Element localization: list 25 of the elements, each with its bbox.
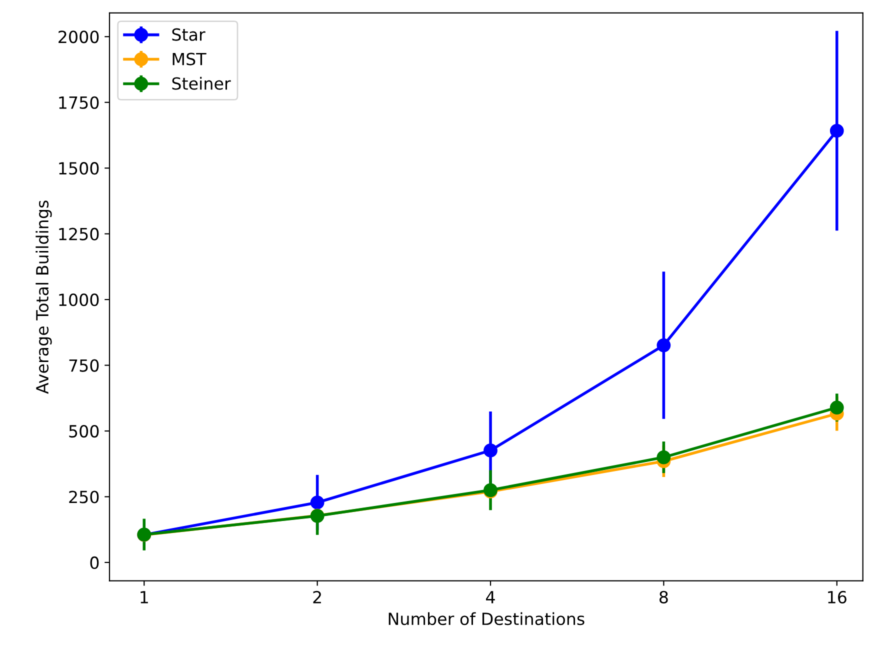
y-tick-label: 500 [69, 424, 99, 438]
point [656, 338, 671, 352]
x-axis-title: Number of Destinations [388, 612, 584, 626]
y-tick-label: 1500 [59, 162, 99, 175]
point [484, 444, 498, 458]
y-tick-label: 1000 [59, 294, 99, 306]
point [830, 400, 844, 415]
y-tick-label: 750 [69, 359, 99, 372]
x-tick-label: 8 [660, 590, 668, 604]
y-tick-label: 1250 [59, 228, 99, 240]
x-tick-label: 4 [486, 591, 495, 604]
x-tick-label: 2 [313, 590, 321, 604]
y-tick-label: 250 [69, 490, 99, 504]
y-tick-label: 2000 [58, 30, 99, 44]
point [656, 450, 671, 464]
y-axis-title: Average Total Buildings [36, 200, 52, 394]
legend-label: Star [172, 28, 206, 41]
legend-label: MST [172, 52, 206, 66]
y-tick-label: 1750 [59, 96, 99, 109]
y-tick-label: 0 [90, 556, 99, 570]
x-tick-label: 1 [140, 591, 148, 604]
point [310, 496, 324, 510]
x-tick-label: 16 [828, 590, 846, 604]
point [830, 124, 844, 138]
legend-label: Steiner [172, 76, 231, 90]
